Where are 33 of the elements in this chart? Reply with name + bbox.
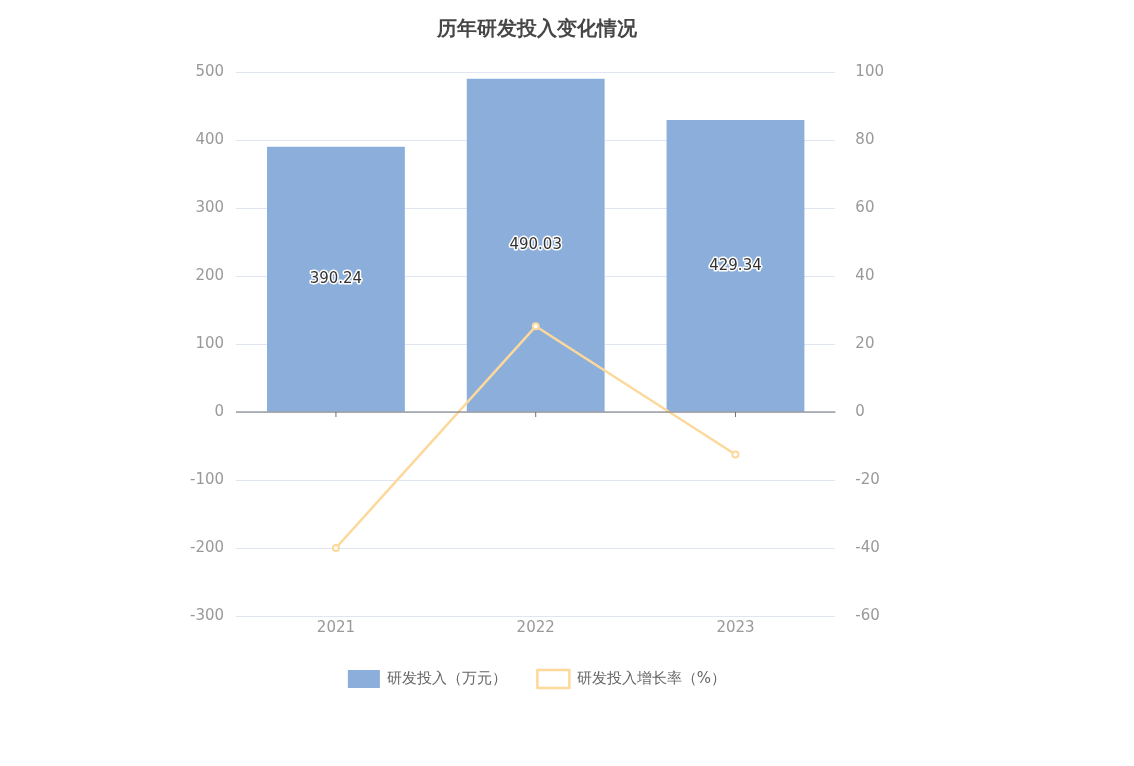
bar [267,146,405,412]
y-tick-label: 200 [195,265,225,284]
y2-tick-label: 60 [855,197,875,216]
y-tick-label: -300 [190,605,225,624]
x-tick-label: 2022 [516,617,555,636]
legend-label: 研发投入（万元） [387,668,508,687]
data-label: 429.34 [709,255,762,274]
y2-tick-label: 40 [855,265,875,284]
y2-tick-label: -60 [855,605,880,624]
y-tick-label: 500 [195,61,225,80]
y-tick-label: 300 [195,197,225,216]
y2-tick-label: -20 [855,469,880,488]
x-tick-label: 2021 [316,617,356,636]
point [531,322,540,331]
data-label: 490.03 [509,235,562,254]
chart-title: 历年研发投入变化情况 [436,16,638,41]
y-tick-label: 0 [214,401,225,420]
legend-label: 研发投入增长率（%） [576,668,727,687]
point [731,450,740,459]
y-tick-label: -100 [190,469,225,488]
point [331,544,340,552]
y-tick-label: 100 [195,333,225,352]
x-tick-label: 2023 [716,617,755,636]
y-tick-label: 400 [195,129,225,148]
y-tick-label: -200 [190,537,225,556]
y2-tick-label: 100 [855,61,885,80]
y2-tick-label: 20 [855,333,875,352]
bar [466,78,605,412]
y2-tick-label: -40 [855,537,880,556]
y2-tick-label: 0 [855,401,865,420]
data-label: 390.24 [309,268,363,287]
y2-tick-label: 80 [855,129,875,148]
bar [666,120,805,412]
